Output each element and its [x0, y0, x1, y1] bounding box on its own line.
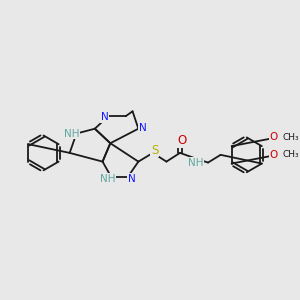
Text: NH: NH — [64, 129, 80, 139]
Text: NH: NH — [188, 158, 203, 168]
Text: O: O — [270, 132, 278, 142]
Text: NH: NH — [100, 174, 115, 184]
Text: N: N — [100, 112, 108, 122]
Text: O: O — [177, 134, 187, 147]
Text: CH₃: CH₃ — [283, 150, 299, 159]
Text: N: N — [139, 123, 147, 133]
Text: S: S — [151, 143, 158, 157]
Text: N: N — [128, 174, 136, 184]
Text: O: O — [270, 150, 278, 160]
Text: CH₃: CH₃ — [283, 133, 299, 142]
